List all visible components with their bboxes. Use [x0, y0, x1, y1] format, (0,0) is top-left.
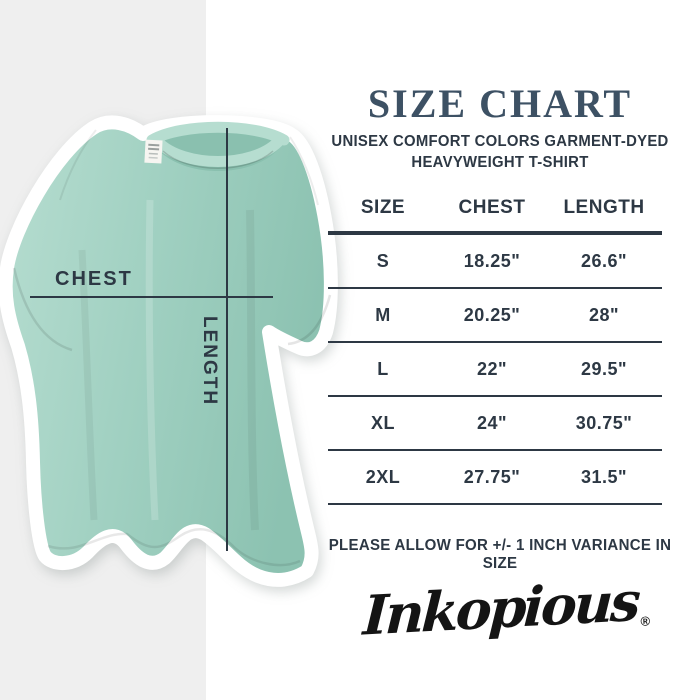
size-cell: M: [375, 304, 391, 325]
fabric-fold-shadow-left: [78, 249, 98, 521]
hem-stitch: [47, 528, 301, 567]
length-cell: 26.6": [580, 250, 628, 271]
variance-note: PLEASE ALLOW FOR +/- 1 INCH VARIANCE IN …: [328, 537, 672, 572]
left-shoulder-seam: [59, 129, 97, 201]
page-title: SIZE CHART: [367, 81, 633, 126]
chest-cell: 20.25": [463, 304, 521, 325]
chest-cell: 22": [476, 358, 508, 379]
table-row: M 20.25" 28": [328, 288, 662, 342]
size-cell: XL: [370, 412, 395, 433]
chest-cell: 27.75": [463, 466, 521, 487]
length-cell: 28": [588, 304, 620, 325]
table-row: XL 24" 30.75": [328, 396, 662, 450]
chest-cell: 24": [476, 412, 508, 433]
right-shoulder-seam: [289, 136, 319, 206]
subtitle: UNISEX COMFORT COLORS GARMENT-DYED HEAVY…: [318, 131, 683, 174]
fabric-fold-shadow: [246, 209, 259, 531]
size-table: SIZE CHEST LENGTH S 18.25" 26.6" M 20.25…: [328, 185, 662, 505]
subtitle-line-1: UNISEX COMFORT COLORS GARMENT-DYED: [331, 133, 669, 150]
size-cell: L: [377, 358, 389, 379]
length-cell: 29.5": [580, 358, 628, 379]
column-header-size: SIZE: [360, 197, 406, 218]
length-cell: 31.5": [580, 466, 628, 487]
tshirt-body: [0, 115, 338, 587]
chest-cell: 18.25": [463, 250, 521, 271]
table-row: 2XL 27.75" 31.5": [328, 450, 662, 504]
right-cuff-seam: [287, 294, 332, 346]
left-cuff-seam: [12, 267, 73, 352]
length-measure-label: LENGTH: [199, 316, 220, 407]
collar-seam: [162, 150, 274, 169]
chest-measure-label: CHEST: [55, 268, 133, 290]
length-measure-line: [226, 128, 228, 551]
table-header-row: SIZE CHEST LENGTH: [328, 185, 662, 233]
table-row: L 22" 29.5": [328, 342, 662, 396]
subtitle-line-2: HEAVYWEIGHT T-SHIRT: [411, 154, 589, 172]
size-cell: S: [376, 250, 390, 271]
neck-tag: [144, 139, 163, 164]
column-header-length: LENGTH: [563, 197, 645, 218]
length-cell: 30.75": [575, 412, 633, 433]
fabric-fold-highlight: [145, 199, 159, 521]
size-cell: 2XL: [365, 466, 401, 487]
registered-trademark-icon: ®: [640, 613, 651, 629]
collar-front-band: [152, 136, 284, 167]
collar-band: [146, 121, 290, 146]
table-row: S 18.25" 26.6": [328, 233, 662, 288]
chest-measure-line: [30, 296, 273, 298]
column-header-chest: CHEST: [458, 197, 526, 218]
